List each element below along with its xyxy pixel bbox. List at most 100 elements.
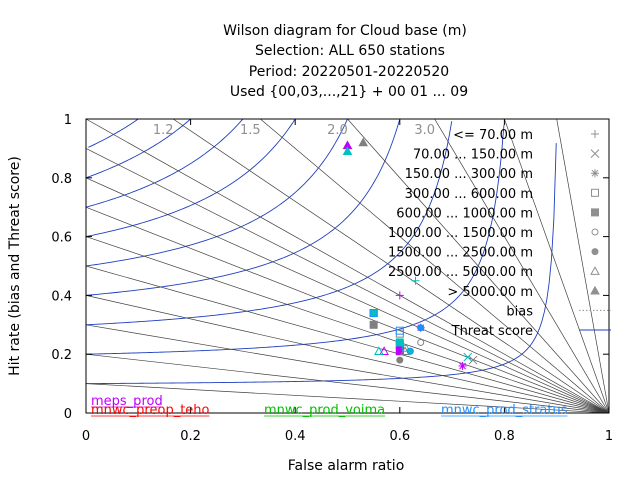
legend-symbol-square-filled [591,208,599,217]
data-point-mnwc-prod-stratus [369,309,378,318]
threat-score-line [85,121,453,326]
plot-frame [85,118,610,414]
legend-label-70-00-150-00-m: 70.00 ... 150.00 m [413,148,533,163]
data-point-mnwc-prod-stratus [417,324,425,332]
legend-symbol-circle-open [591,228,599,236]
y-tick-label: 0.6 [51,231,72,246]
y-tick-label: 0 [64,407,72,422]
title-line-3: Period: 20220501-20220520 [249,64,449,80]
y-tick-label: 0.8 [51,172,72,187]
y-tick-label: 0.2 [51,348,72,363]
bias-line [347,118,610,414]
legend-symbol-triangle-filled [590,285,600,295]
x-tick-label: 1 [605,429,613,444]
legend-label-70-00-m: <= 70.00 m [453,128,533,143]
data-point-mnwc-prod-voima [369,309,378,318]
legend-label-5000-00-m: > 5000.00 m [447,285,533,300]
legend-label-1000-00-1500-00-m: 1000.00 ... 1500.00 m [388,226,533,241]
legend-label-150-00-300-00-m: 150.00 ... 300.00 m [405,167,533,182]
x-tick-label: 0.2 [180,429,201,444]
bias-line [85,118,610,414]
data-point-mnwc-prod-voima [463,352,473,362]
y-tick-label: 0.4 [51,289,72,304]
y-tick-label: 1 [64,113,72,128]
data-point-mnwc-prod-voima [411,276,420,285]
x-tick-label: 0 [82,429,90,444]
threat-score-line [85,119,296,238]
data-point-mnwc-preop-teho [395,329,404,338]
data-point-mnwc-prod-voima [374,346,384,355]
y-axis: 0 0.2 0.4 0.6 0.8 1 [51,113,609,422]
data-point-mnwc-prod-voima [342,146,353,156]
bias-line [85,236,610,414]
x-tick-label: 0.8 [494,429,515,444]
bias-line [85,148,610,414]
bias-labels: 1.2 1.5 2.0 3.0 [153,123,435,138]
legend-symbol-star [591,169,599,178]
threat-score-line [85,118,191,179]
legend-symbol-triangle-open [590,266,600,275]
title-line-2: Selection: ALL 650 stations [255,43,445,59]
data-point-mnwc-preop-teho [358,137,369,147]
bias-line [85,206,610,414]
legend-label-bias: bias [506,304,533,319]
bias-label: 3.0 [414,123,435,138]
bias-line [85,383,610,414]
data-point-mnwc-prod-voima [395,338,404,347]
title-line-1: Wilson diagram for Cloud base (m) [223,23,467,39]
data-point-meps-prod [379,346,389,355]
bias-line [85,177,610,414]
bias-line [85,265,610,414]
threat-score-line [88,118,139,148]
legend-symbol-square-open [591,188,599,197]
legend-symbol-plus [591,130,599,138]
x-axis-label: False alarm ratio [288,458,405,474]
data-point-mnwc-preop-teho [468,355,478,365]
data-point-meps-prod [458,361,467,370]
data-point-mnwc-prod-stratus [406,347,414,355]
bias-line [85,324,610,414]
legend-label-threat-score: Threat score [451,324,533,339]
bias-line [434,118,610,414]
threat-score-line [85,119,400,296]
legend-symbol-circle-filled [591,248,599,256]
threat-score-line [85,143,557,385]
bias-line [85,353,610,414]
threat-score-line [85,118,244,208]
bias-line [556,118,610,414]
model-label-mnwc-prod-voima: mnwc_prod_voima [264,403,385,418]
data-point-mnwc-prod-voima [401,344,409,352]
x-tick-label: 0.4 [285,429,306,444]
bias-line [85,295,610,414]
bias-line [172,118,610,414]
bias-label: 1.2 [153,123,174,138]
legend-label-2500-00-5000-00-m: 2500.00 ... 5000.00 m [388,265,533,280]
legend-label-600-00-1000-00-m: 600.00 ... 1000.00 m [396,206,533,221]
bias-line [504,118,610,414]
x-axis: 0 0.2 0.4 0.6 0.8 1 [82,119,613,444]
legend-label-300-00-600-00-m: 300.00 ... 600.00 m [405,187,533,202]
model-label-mnwc-preop-teho: mnwc_preop_teho [91,403,210,418]
model-label-mnwc-prod-stratus: mnwc_prod_stratus [441,403,568,418]
x-tick-label: 0.6 [389,429,410,444]
bias-line [260,118,610,414]
data-point-mnwc-prod-stratus [395,326,404,335]
legend: <= 70.00 m 70.00 ... 150.00 m 150.00 ... 3… [388,128,611,339]
legend-label-1500-00-2500-00-m: 1500.00 ... 2500.00 m [388,246,533,261]
data-point-meps-prod [395,291,404,300]
chart-title: Wilson diagram for Cloud base (m) Select… [223,23,468,100]
bias-label: 1.5 [240,123,261,138]
bias-lines [85,118,610,414]
data-point-mnwc-preop-teho [396,356,404,364]
title-line-4: Used {00,03,...,21} + 00 01 ... 09 [230,84,468,100]
data-point-mnwc-preop-teho [417,338,425,346]
bias-label: 2.0 [327,123,348,138]
data-point-mnwc-preop-teho [369,320,378,329]
data-points [342,137,478,370]
model-label-meps-prod: meps_prod [91,394,163,409]
y-axis-label: Hit rate (bias and Threat score) [7,156,23,376]
legend-symbol-cross [590,149,600,158]
